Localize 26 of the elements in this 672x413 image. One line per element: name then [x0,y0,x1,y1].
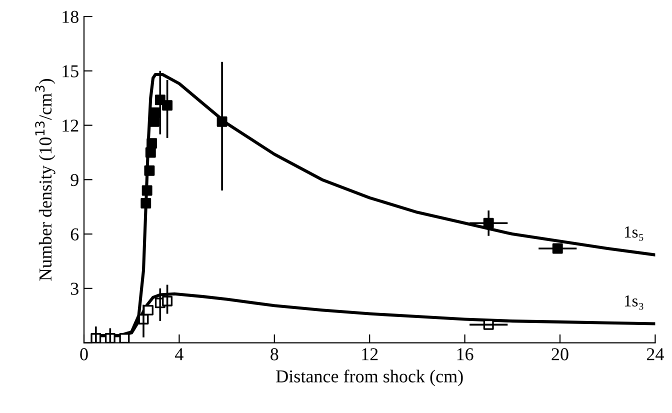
point [144,165,155,176]
point [119,333,130,343]
y-tick-label: 3 [70,282,78,295]
y-axis-title: Number density (10$^{13}$/cm$^{3}$) [35,79,56,281]
series-label: 1s₅ [624,226,644,241]
point [142,185,152,196]
x-tick-label: 12 [362,348,378,360]
x-tick-label: 0 [80,348,88,360]
x-axis-title: Distance from shock (cm) [276,370,463,386]
point [145,147,156,158]
y-tick-label: 15 [62,65,78,78]
point [143,304,154,316]
y-tick-label: 6 [70,228,79,240]
point [146,138,158,149]
point [140,198,152,208]
x-tick-label: 16 [457,348,474,360]
y-tick-label: 9 [70,174,78,186]
point [150,107,161,118]
point [162,100,173,111]
x-tick-label: 8 [270,348,278,360]
series-label: 1s₃ [624,295,644,310]
x-tick-label: 24 [646,348,664,360]
y-tick-label: 12 [62,120,78,132]
x-tick-label: 4 [175,348,184,360]
x-tick-label: 20 [552,348,568,360]
y-tick-label: 18 [62,10,78,23]
